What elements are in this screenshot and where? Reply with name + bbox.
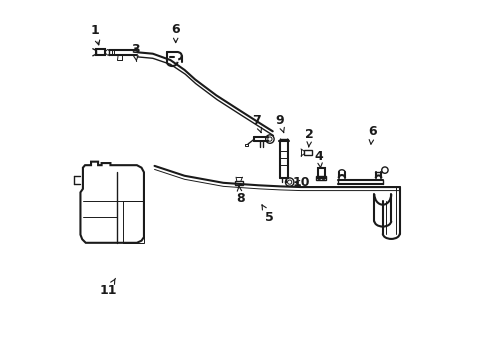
Text: 6: 6	[367, 125, 376, 144]
Text: 2: 2	[305, 129, 313, 147]
Text: 1: 1	[90, 23, 100, 45]
Bar	[244, 144, 248, 147]
Text: 7: 7	[252, 114, 261, 133]
Text: 10: 10	[292, 176, 309, 189]
Text: 3: 3	[131, 43, 139, 62]
Bar	[317, 168, 324, 178]
Text: 4: 4	[314, 149, 323, 168]
Bar	[316, 176, 325, 180]
Bar	[304, 150, 311, 154]
Bar	[235, 181, 242, 185]
Text: 11: 11	[100, 278, 117, 297]
Text: 6: 6	[171, 23, 180, 42]
Text: 9: 9	[275, 114, 284, 133]
Text: 8: 8	[236, 186, 244, 205]
Text: 5: 5	[262, 205, 273, 224]
Bar	[96, 49, 105, 55]
